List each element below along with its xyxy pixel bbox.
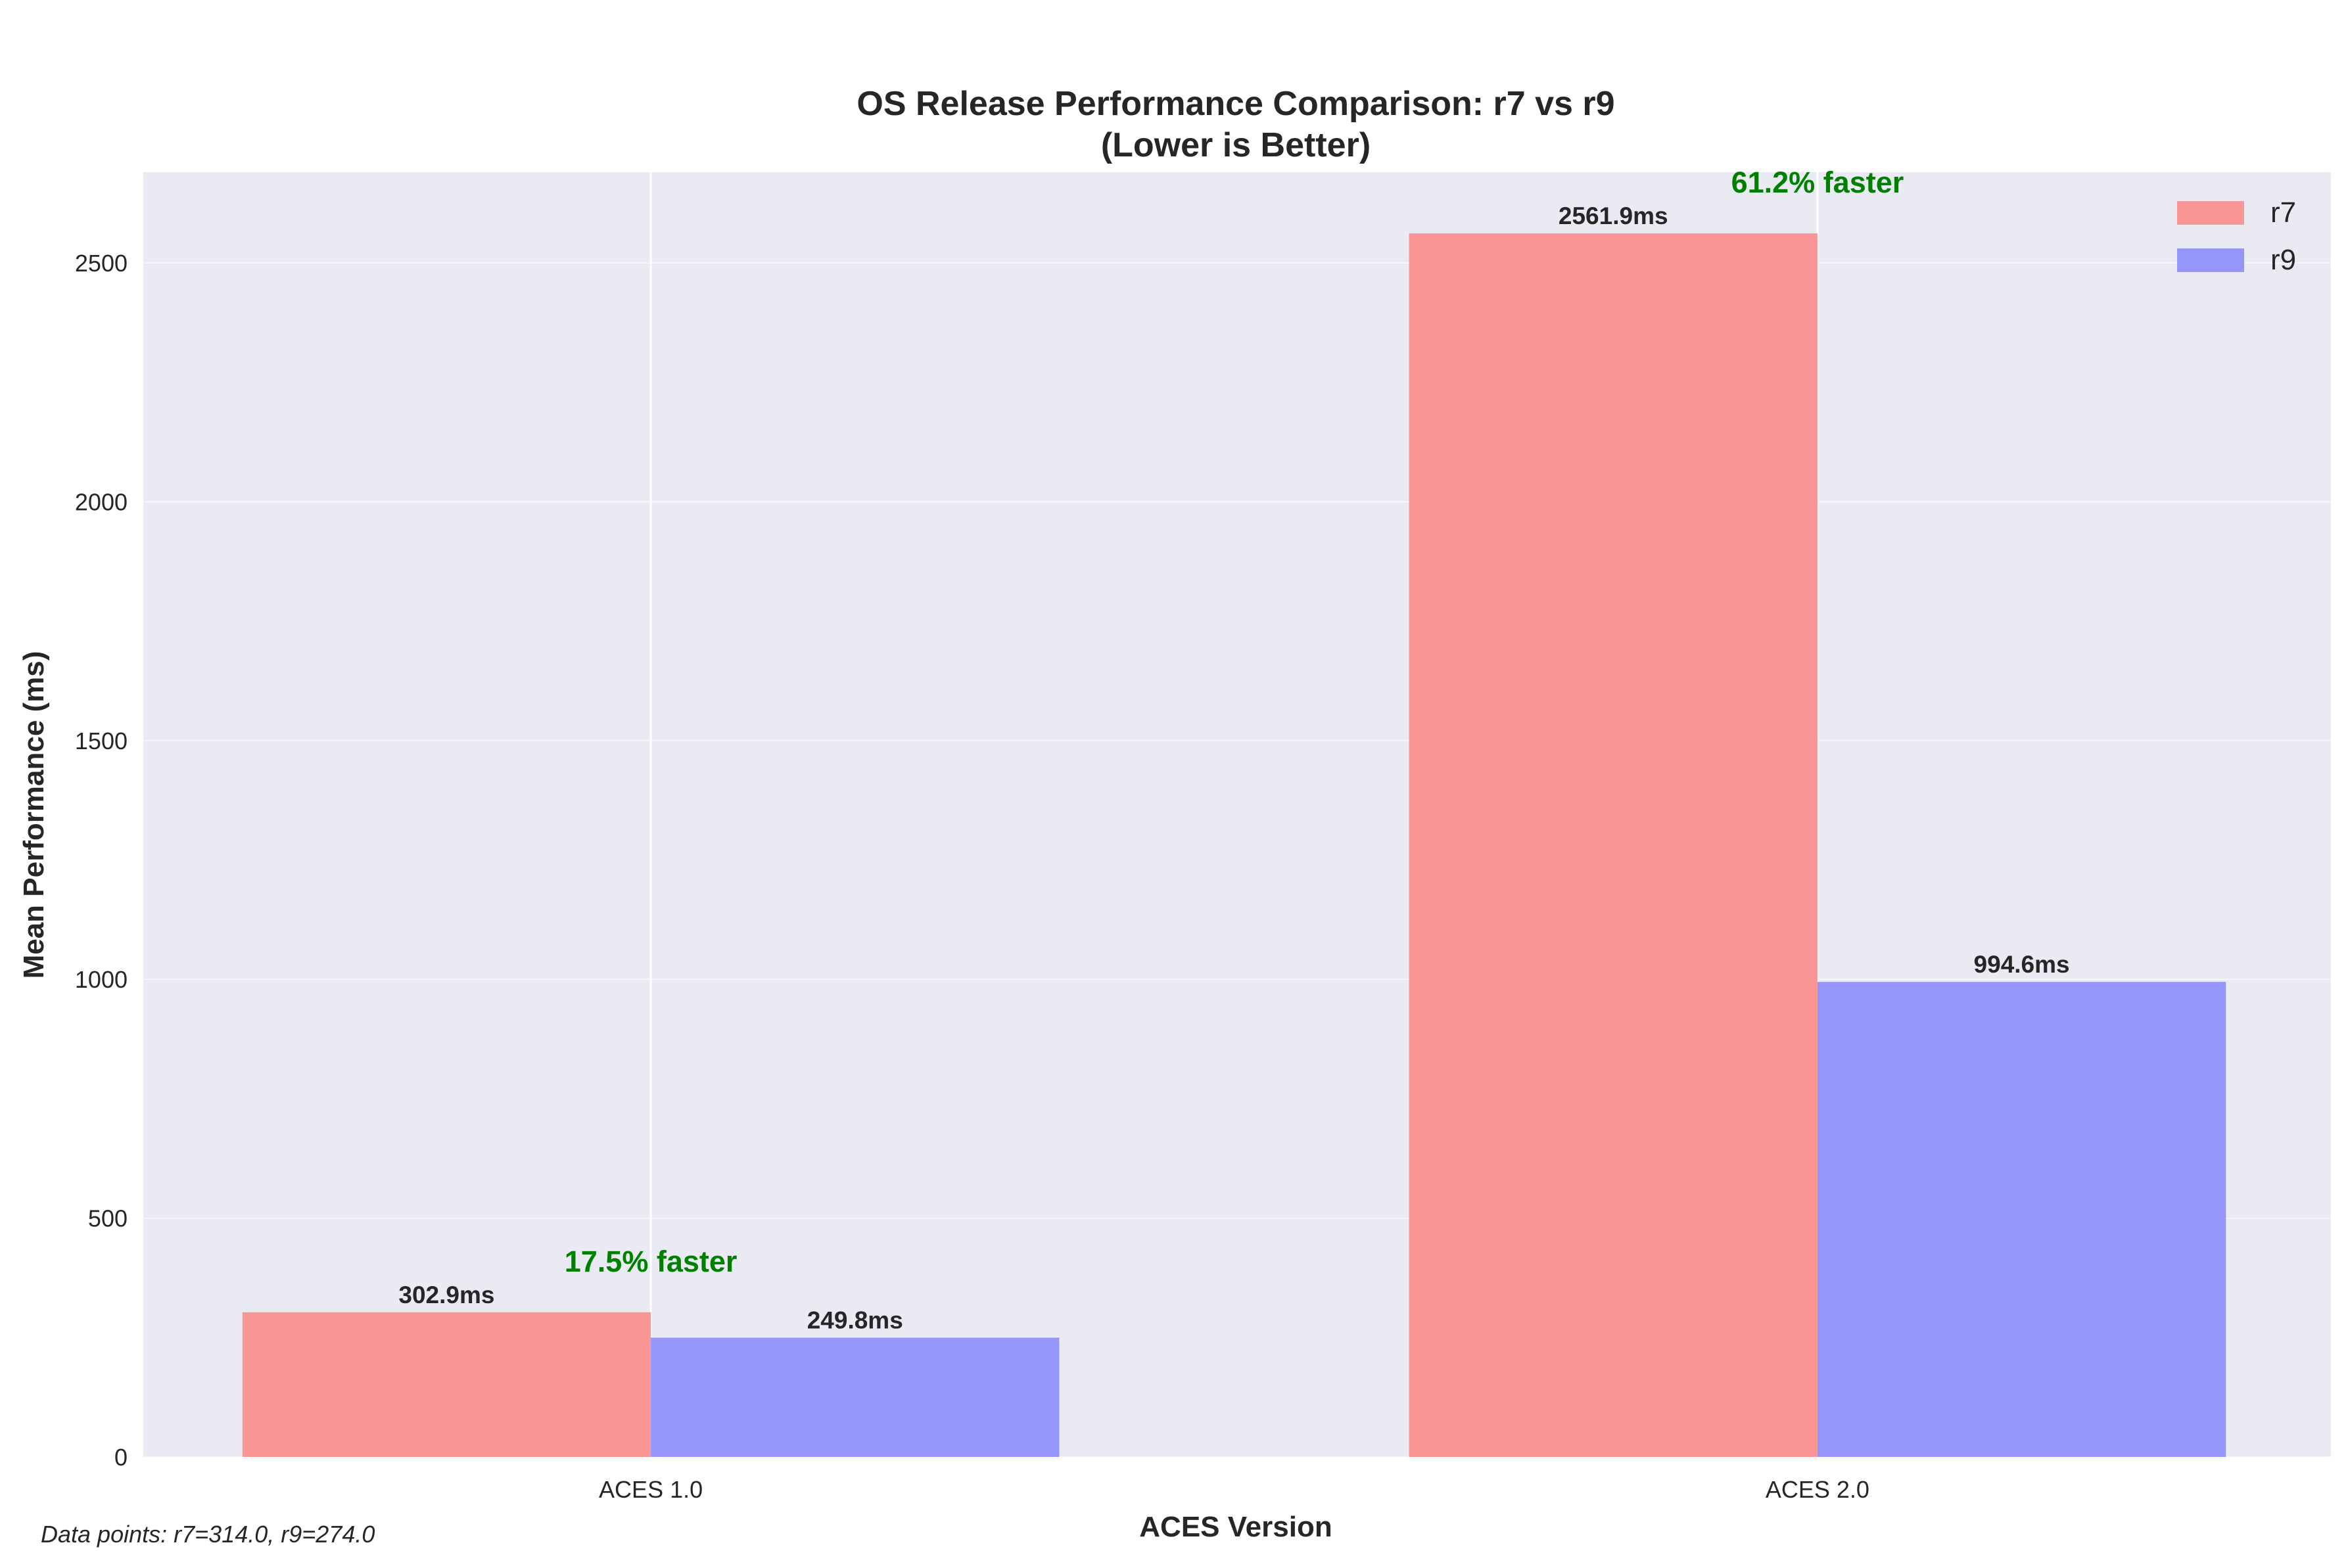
y-tick-label: 1000 xyxy=(75,966,128,993)
x-tick-label: ACES 1.0 xyxy=(599,1476,703,1503)
value-label-r7-1: 302.9ms xyxy=(398,1281,494,1308)
x-axis-label: ACES Version xyxy=(1139,1511,1332,1543)
legend-swatch-r7 xyxy=(2177,201,2244,225)
y-tick-label: 0 xyxy=(114,1444,128,1471)
value-label-r7-2: 2561.9ms xyxy=(1559,202,1668,229)
y-axis-label: Mean Performance (ms) xyxy=(18,651,50,979)
bars-layer xyxy=(242,233,2226,1458)
chart-subtitle: (Lower is Better) xyxy=(1101,126,1371,164)
y-tick-label: 1500 xyxy=(75,727,128,754)
labels-layer: 302.9ms 249.8ms 17.5% faster 2561.9ms 994.6m… xyxy=(398,166,2069,1333)
y-tick-label: 2500 xyxy=(75,250,128,277)
legend-label-r7: r7 xyxy=(2270,196,2296,229)
bar-r7-1 xyxy=(242,1312,651,1457)
axes-layer: 0 500 1000 1500 2000 2500 ACES 1.0 ACES 2.0 xyxy=(75,250,1869,1503)
x-tick-label: ACES 2.0 xyxy=(1766,1476,1869,1503)
footnote: Data points: r7=314.0, r9=274.0 xyxy=(41,1521,375,1548)
bar-r7-2 xyxy=(1409,233,1818,1458)
improvement-label-2: 61.2% faster xyxy=(1731,166,1904,199)
improvement-label-1: 17.5% faster xyxy=(565,1245,738,1278)
value-label-r9-1: 249.8ms xyxy=(807,1306,903,1333)
legend-swatch-r9 xyxy=(2177,248,2244,272)
bar-r9-1 xyxy=(651,1337,1060,1457)
chart-title: OS Release Performance Comparison: r7 vs… xyxy=(857,85,1614,123)
legend-label-r9: r9 xyxy=(2270,244,2296,276)
bar-r9-2 xyxy=(1817,982,2226,1457)
y-tick-label: 500 xyxy=(88,1205,128,1232)
value-label-r9-2: 994.6ms xyxy=(1974,951,2070,978)
y-tick-label: 2000 xyxy=(75,488,128,515)
